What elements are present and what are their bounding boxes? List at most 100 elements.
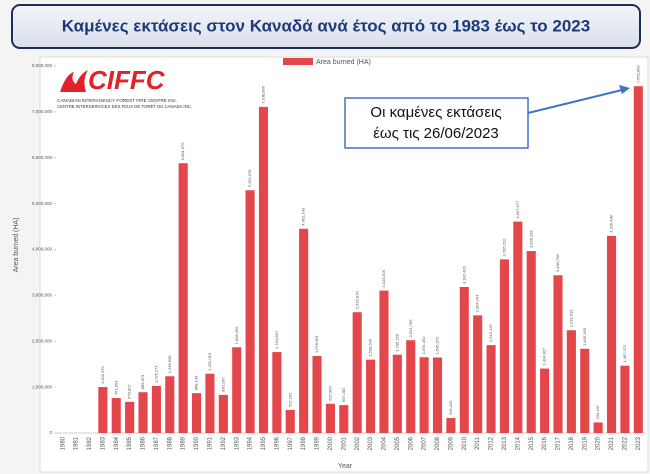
data-label: 1,236,658 (167, 355, 172, 374)
bar (192, 393, 202, 433)
x-tick-label: 1993 (234, 436, 240, 450)
bar (526, 251, 536, 433)
data-label: 678,822 (127, 384, 132, 399)
logo-line2: CENTRE INTERSERVICES DES FEUX DE FORÊT D… (57, 104, 192, 109)
y-tick-label: 4,000,000 (32, 247, 53, 252)
bar (593, 422, 603, 433)
data-label: 2,564,264 (475, 294, 480, 313)
data-label: 1,598,595 (368, 338, 373, 357)
x-tick-label: 2013 (502, 436, 508, 450)
x-tick-label: 2022 (622, 436, 628, 450)
bar (620, 365, 630, 433)
x-tick-label: 1991 (208, 436, 214, 450)
data-label: 230,347 (595, 404, 600, 419)
x-tick-label: 2014 (515, 436, 521, 450)
x-tick-label: 2003 (368, 436, 374, 450)
bar (299, 228, 309, 433)
data-label: 5,291,378 (247, 169, 252, 188)
x-tick-label: 1997 (288, 436, 294, 450)
bar (366, 359, 376, 433)
y-tick-label: 1,000,000 (32, 384, 53, 389)
bar (339, 405, 349, 433)
x-tick-label: 2019 (582, 436, 588, 450)
bar (419, 357, 429, 433)
bar (125, 401, 135, 433)
x-tick-label: 2004 (382, 436, 388, 450)
x-tick-label: 1995 (261, 436, 267, 450)
bar (553, 275, 563, 433)
x-tick-label: 2017 (556, 436, 562, 450)
x-tick-label: 1988 (167, 436, 173, 450)
data-label: 7,108,886 (261, 85, 266, 104)
data-label: 4,296,448 (609, 214, 614, 233)
y-axis-label: Area burned (HA) (13, 218, 20, 273)
data-label: 2,632,816 (354, 291, 359, 310)
x-tick-label: 2007 (422, 436, 428, 450)
x-tick-label: 2018 (569, 436, 575, 450)
data-label: 3,785,220 (502, 238, 507, 257)
bar (272, 352, 282, 433)
x-tick-label: 2012 (489, 436, 495, 450)
data-label: 607,282 (341, 387, 346, 402)
x-tick-label: 2016 (542, 436, 548, 450)
bar (245, 190, 255, 433)
x-tick-label: 2011 (475, 436, 481, 450)
x-tick-label: 2020 (596, 436, 602, 450)
x-tick-label: 1981 (74, 436, 80, 450)
x-tick-label: 2023 (636, 436, 642, 450)
data-label: 1,835,953 (582, 327, 587, 346)
x-tick-label: 1985 (127, 436, 133, 450)
data-label: 502,203 (287, 392, 292, 407)
data-label: 1,678,581 (314, 334, 319, 353)
bar (232, 347, 242, 433)
x-tick-label: 2021 (609, 436, 615, 450)
data-label: 3,182,416 (461, 265, 466, 284)
x-tick-label: 1984 (114, 436, 120, 450)
data-label: 2,239,635 (568, 309, 573, 328)
data-label: 1,651,452 (421, 336, 426, 355)
x-tick-label: 1989 (181, 436, 187, 450)
y-tick-label: 6,000,000 (32, 155, 53, 160)
bar (218, 394, 228, 433)
arrow-head (619, 85, 630, 94)
y-tick-label: 5,000,000 (32, 201, 53, 206)
bar (138, 392, 148, 433)
y-tick-label: 8,000,000 (32, 63, 53, 68)
y-tick-label: 2,000,000 (32, 338, 53, 343)
x-tick-label: 1994 (248, 436, 254, 450)
legend-swatch (283, 58, 313, 65)
x-tick-label: 2000 (328, 436, 334, 450)
slide-title: Καμένες εκτάσεις στον Καναδά ανά έτος απ… (62, 16, 590, 35)
data-label: 4,607,677 (515, 200, 520, 219)
data-label: 1,292,019 (207, 352, 212, 371)
bar (392, 354, 402, 433)
bar (566, 330, 576, 433)
title-box (11, 4, 641, 49)
x-tick-label: 1996 (274, 436, 280, 450)
logo-line1: CANADIAN INTERAGENCY FOREST FIRE CENTRE … (57, 98, 177, 103)
bar (258, 106, 269, 433)
x-tick-label: 2009 (448, 436, 454, 450)
bar (606, 235, 617, 433)
x-tick-label: 1998 (301, 436, 307, 450)
bar (205, 373, 215, 433)
legend-label: Area burned (HA) (316, 59, 371, 66)
x-tick-label: 1999 (315, 436, 321, 450)
data-label: 1,025,271 (153, 364, 158, 383)
x-tick-label: 1992 (221, 436, 227, 450)
bar (432, 357, 443, 433)
data-label: 1,404,827 (542, 347, 547, 366)
annotation-line: έως τις 26/06/2023 (373, 125, 499, 142)
bar (406, 340, 416, 433)
bar (151, 385, 161, 433)
data-label: 868,143 (194, 375, 199, 390)
bar (312, 355, 322, 433)
data-label: 2,021,785 (408, 319, 413, 338)
x-tick-label: 1982 (87, 436, 93, 450)
data-label: 761,954 (113, 380, 118, 395)
annotation-line: Οι καμένες εκτάσεις (370, 104, 501, 121)
data-label: 5,881,075 (180, 142, 185, 161)
data-label: 1,001,370 (100, 365, 105, 384)
x-tick-label: 2008 (435, 436, 441, 450)
